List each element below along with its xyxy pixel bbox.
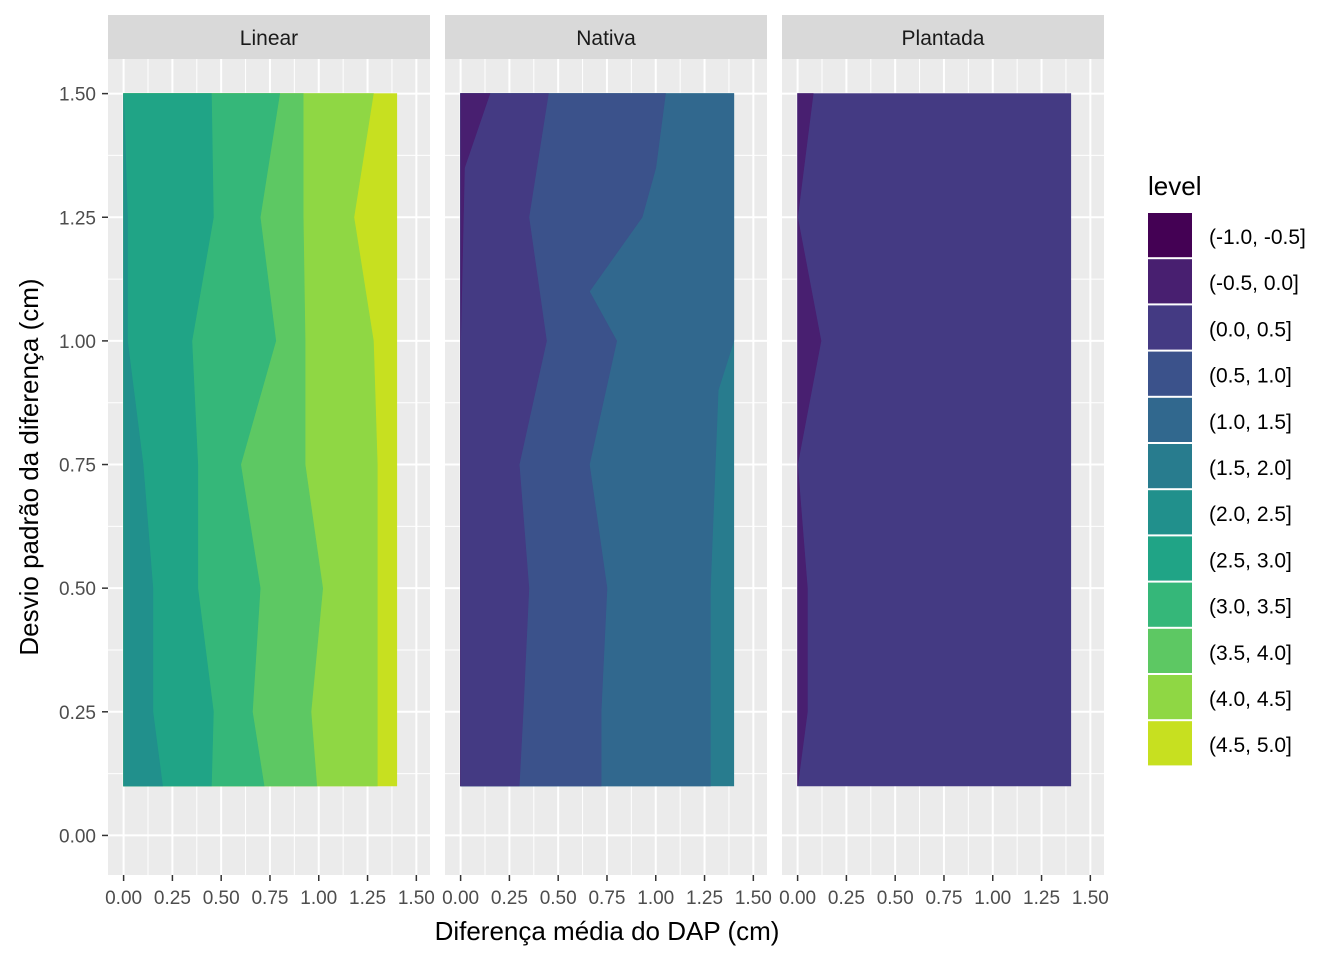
facet-label: Linear [240, 27, 298, 50]
legend-label: (3.0, 3.5] [1209, 596, 1292, 619]
y-tick-label: 0.25 [59, 703, 96, 724]
contour-band [123, 93, 163, 787]
x-tick-label: 0.75 [251, 888, 288, 909]
legend-label: (3.5, 4.0] [1209, 642, 1292, 665]
facet-strip [445, 15, 767, 59]
x-axis-title: Diferença média do DAP (cm) [435, 916, 780, 946]
x-tick-label: 0.00 [779, 888, 816, 909]
y-tick-label: 1.00 [59, 332, 96, 353]
legend-key [1148, 351, 1192, 396]
legend-items: (-1.0, -0.5] (-0.5, 0.0] (0.0, 0.5] (0.5, 1… [1148, 213, 1306, 766]
x-tick-label: 0.75 [588, 888, 625, 909]
x-tick-label: 0.25 [828, 888, 865, 909]
facet-strip [782, 15, 1104, 59]
legend-key [1148, 397, 1192, 442]
legend-key [1148, 259, 1192, 304]
y-tick-label: 1.25 [59, 208, 96, 229]
x-tick-label: 1.00 [974, 888, 1011, 909]
y-tick-label: 0.75 [59, 456, 96, 477]
y-tick-label: 0.50 [59, 579, 96, 600]
x-tick-label: 0.25 [491, 888, 528, 909]
legend-label: (4.0, 4.5] [1209, 688, 1292, 711]
legend-key [1148, 628, 1192, 673]
x-tick-label: 1.00 [300, 888, 337, 909]
x-tick-label: 1.50 [398, 888, 435, 909]
x-tick-label: 0.00 [105, 888, 142, 909]
legend-label: (0.0, 0.5] [1209, 318, 1292, 341]
legend-label: (1.5, 2.0] [1209, 457, 1292, 480]
legend-label: (2.0, 2.5] [1209, 503, 1292, 526]
legend-key [1148, 675, 1192, 720]
legend-label: (-0.5, 0.0] [1209, 272, 1299, 295]
x-tick-label: 1.50 [1072, 888, 1109, 909]
legend-key [1148, 305, 1192, 350]
x-tick-label: 0.25 [154, 888, 191, 909]
x-tick-label: 0.50 [203, 888, 240, 909]
contour-band [460, 93, 491, 786]
x-tick-label: 1.00 [637, 888, 674, 909]
x-tick-label: 1.25 [686, 888, 723, 909]
x-tick-label: 0.00 [442, 888, 479, 909]
contour-band [460, 93, 549, 787]
legend: level (-1.0, -0.5](-0.5, 0.0](0.0, 0.5](… [1148, 171, 1306, 766]
legend-key [1148, 213, 1192, 258]
y-axis-title: Desvio padrão da diferença (cm) [14, 278, 44, 655]
facet-label: Plantada [902, 27, 985, 50]
legend-key [1148, 444, 1192, 489]
legend-label: (4.5, 5.0] [1209, 734, 1292, 757]
legend-key [1148, 490, 1192, 535]
legend-label: (1.0, 1.5] [1209, 411, 1292, 434]
legend-key [1148, 536, 1192, 581]
legend-title: level [1148, 171, 1201, 201]
facet-strip [108, 15, 430, 59]
y-tick-label: 1.50 [59, 85, 96, 106]
y-tick-label: 0.00 [59, 826, 96, 847]
legend-label: (0.5, 1.0] [1209, 365, 1292, 388]
x-tick-label: 1.25 [349, 888, 386, 909]
legend-key [1148, 582, 1192, 627]
legend-label: (2.5, 3.0] [1209, 549, 1292, 572]
panel-plantada: Plantada 0.00 0.25 0.50 0.75 1.00 1.25 1.50 [779, 15, 1109, 909]
y-axis: 0.00 0.25 0.50 0.75 1.00 1.25 1.50 [59, 85, 108, 847]
facet-label: Nativa [576, 27, 636, 50]
contour-band [797, 93, 822, 787]
x-tick-label: 1.50 [735, 888, 772, 909]
panel-linear: Linear 0.00 0.25 0.50 0.75 1.00 1.25 1.50 [105, 15, 435, 909]
x-tick-label: 0.50 [877, 888, 914, 909]
x-tick-label: 1.25 [1023, 888, 1060, 909]
legend-label: (-1.0, -0.5] [1209, 226, 1306, 249]
x-tick-label: 0.75 [925, 888, 962, 909]
x-tick-label: 0.50 [540, 888, 577, 909]
contour-band [797, 93, 1072, 787]
panel-nativa: Nativa 0.00 0.25 0.50 0.75 1.00 1.25 1.50 [442, 15, 772, 909]
legend-key [1148, 721, 1192, 766]
